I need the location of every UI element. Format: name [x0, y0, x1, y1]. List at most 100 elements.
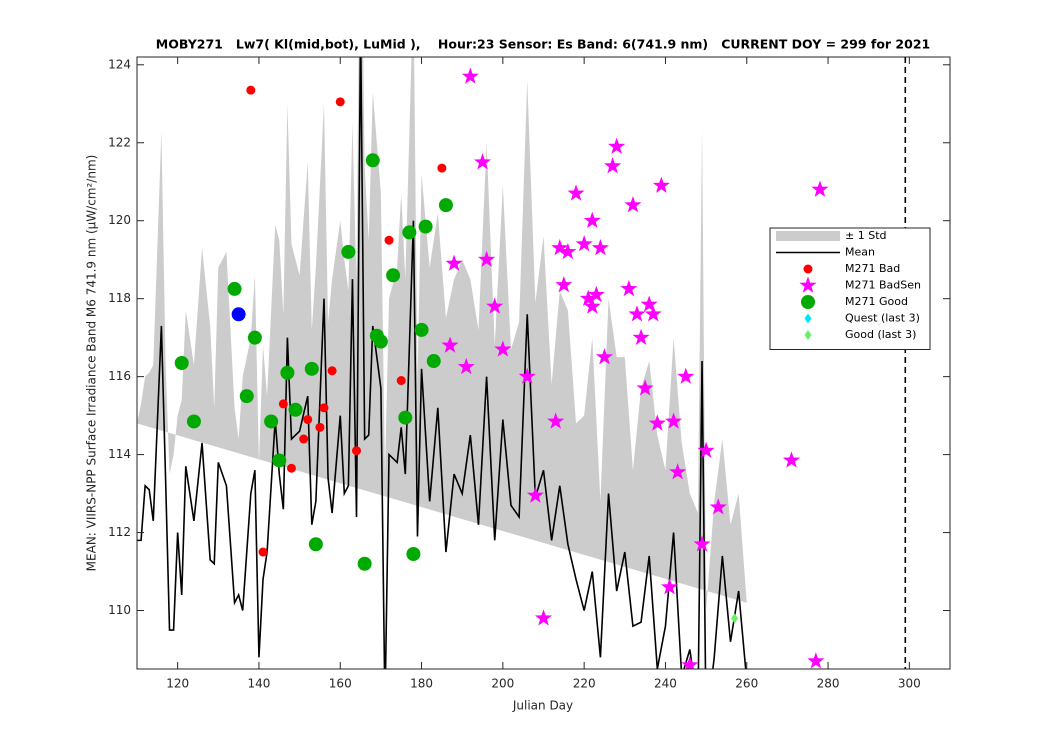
point	[327, 366, 337, 376]
point	[319, 403, 329, 413]
point	[303, 415, 313, 425]
legend-swatch	[804, 313, 812, 324]
point	[414, 322, 429, 337]
y-tick-label: 120	[108, 213, 131, 227]
point	[437, 163, 447, 173]
point	[811, 180, 829, 197]
x-tick-label: 200	[491, 677, 514, 691]
point	[396, 376, 406, 386]
y-tick-label: 116	[108, 369, 131, 383]
point	[551, 239, 569, 256]
legend-swatch	[801, 295, 815, 309]
point	[608, 137, 626, 154]
point	[299, 434, 309, 444]
point	[660, 578, 679, 595]
point	[559, 242, 577, 260]
point	[644, 305, 662, 322]
point	[648, 414, 666, 431]
point	[640, 295, 658, 312]
point	[357, 556, 372, 571]
point	[438, 198, 453, 213]
point	[587, 285, 605, 303]
point	[583, 211, 601, 229]
point	[555, 276, 573, 293]
point	[782, 451, 801, 468]
std-band	[137, 57, 747, 611]
point	[308, 537, 323, 552]
legend-label: Mean	[845, 246, 875, 259]
x-axis-label: Julian Day	[512, 699, 573, 713]
point	[624, 196, 642, 213]
point	[272, 453, 287, 468]
legend-label: M271 Good	[845, 295, 908, 308]
point	[632, 328, 650, 345]
x-tick-label: 180	[410, 677, 433, 691]
point	[335, 97, 345, 107]
point	[315, 422, 325, 432]
x-tick-label: 220	[573, 677, 596, 691]
point	[591, 239, 609, 256]
legend-swatch	[776, 231, 840, 241]
point	[807, 652, 825, 669]
point	[246, 85, 256, 95]
x-tick-label: 300	[898, 677, 921, 691]
point	[620, 279, 638, 297]
point	[731, 613, 739, 624]
point	[526, 486, 544, 503]
point	[473, 153, 492, 170]
point	[264, 414, 279, 429]
mean-line	[137, 57, 747, 669]
point	[547, 412, 565, 429]
legend-swatch	[803, 264, 813, 274]
plot-area	[137, 57, 829, 669]
point	[445, 254, 463, 271]
x-tick-label: 240	[654, 677, 677, 691]
point	[341, 244, 356, 259]
point	[304, 361, 319, 376]
point	[652, 176, 670, 193]
point	[693, 535, 711, 552]
point	[457, 357, 475, 375]
point	[486, 297, 504, 314]
point	[518, 367, 536, 384]
legend-label: Quest (last 3)	[845, 312, 920, 325]
y-tick-label: 110	[108, 603, 131, 617]
highlight-point	[231, 307, 246, 322]
point	[441, 336, 459, 353]
y-axis-label: MEAN: VIIRS-NPP Surface Irradiance Band …	[85, 155, 99, 572]
point	[406, 547, 421, 562]
point	[681, 656, 699, 669]
point	[278, 399, 288, 409]
point	[239, 389, 254, 404]
point	[595, 348, 614, 365]
point	[365, 153, 380, 168]
point	[174, 356, 189, 370]
point	[636, 379, 654, 396]
point	[697, 441, 715, 458]
point	[398, 410, 413, 425]
point	[628, 305, 646, 322]
axes: 120 140 160 180 200 220 240 260 280 300 110 112 114 1…	[108, 57, 950, 691]
point	[709, 498, 727, 515]
point	[677, 367, 695, 384]
point	[579, 289, 597, 306]
chart-title: MOBY271 Lw7( Kl(mid,bot), LuMid ), Hour:…	[156, 37, 930, 52]
legend: ± 1 Std Mean M271 Bad M271 BadSen M271 Good Q…	[769, 227, 931, 350]
point	[402, 225, 417, 240]
point	[494, 340, 512, 357]
point	[478, 250, 496, 267]
point	[665, 412, 683, 429]
point	[567, 184, 585, 201]
axes-box	[136, 56, 951, 670]
legend-box	[769, 227, 931, 350]
legend-label: M271 BadSen	[845, 279, 921, 292]
point	[186, 414, 201, 429]
point	[280, 365, 295, 380]
legend-swatch	[799, 276, 817, 293]
point	[534, 609, 553, 626]
x-tick-label: 140	[247, 677, 270, 691]
point	[227, 281, 242, 296]
point	[461, 67, 479, 84]
y-tick-label: 114	[108, 447, 131, 461]
